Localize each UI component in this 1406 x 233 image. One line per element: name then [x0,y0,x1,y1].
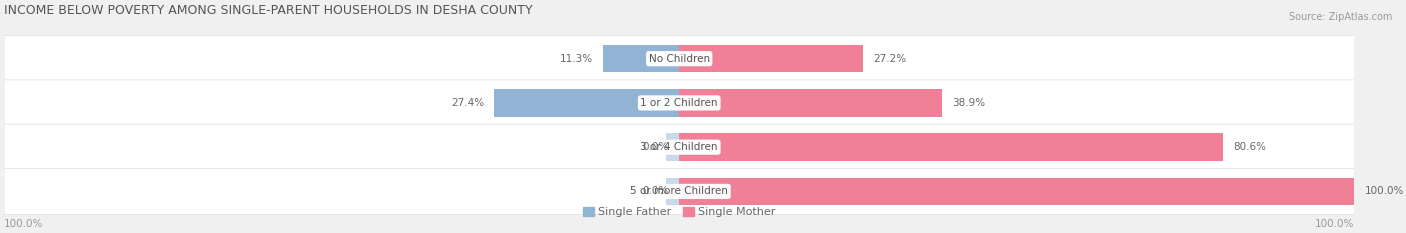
Bar [679,134,1223,161]
Text: 38.9%: 38.9% [952,98,986,108]
Bar [679,45,863,72]
Text: INCOME BELOW POVERTY AMONG SINGLE-PARENT HOUSEHOLDS IN DESHA COUNTY: INCOME BELOW POVERTY AMONG SINGLE-PARENT… [4,4,533,17]
FancyBboxPatch shape [4,168,1354,214]
Bar [603,45,679,72]
Text: No Children: No Children [648,54,710,64]
Legend: Single Father, Single Mother: Single Father, Single Mother [578,203,780,222]
FancyBboxPatch shape [4,36,1354,82]
Text: 5 or more Children: 5 or more Children [630,186,728,196]
Text: 100.0%: 100.0% [1315,219,1354,229]
Text: Source: ZipAtlas.com: Source: ZipAtlas.com [1288,12,1392,22]
Text: 100.0%: 100.0% [1364,186,1403,196]
Text: 0.0%: 0.0% [643,186,669,196]
Text: 80.6%: 80.6% [1233,142,1267,152]
Text: 27.2%: 27.2% [873,54,905,64]
Bar [665,178,679,205]
Bar [679,178,1354,205]
Text: 27.4%: 27.4% [451,98,484,108]
Bar [665,134,679,161]
Text: 3 or 4 Children: 3 or 4 Children [641,142,718,152]
FancyBboxPatch shape [4,80,1354,126]
Bar [679,89,942,117]
Text: 0.0%: 0.0% [643,142,669,152]
Text: 100.0%: 100.0% [4,219,44,229]
Text: 1 or 2 Children: 1 or 2 Children [641,98,718,108]
Bar [495,89,679,117]
FancyBboxPatch shape [4,124,1354,170]
Text: 11.3%: 11.3% [560,54,593,64]
